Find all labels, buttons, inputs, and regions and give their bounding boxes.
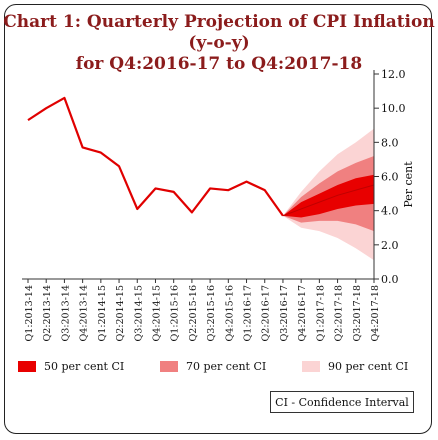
x-tick-label: Q3:2015-16 — [206, 285, 217, 342]
legend-label-ci70: 70 per cent CI — [186, 360, 267, 373]
chart-title-line1: Chart 1: Quarterly Projection of CPI Inf… — [3, 12, 435, 53]
cpi-actual-line — [27, 96, 284, 217]
y-tick-label: 12.0 — [381, 68, 406, 81]
legend-label-ci50: 50 per cent CI — [44, 360, 125, 373]
x-tick-label: Q4:2017-18 — [370, 285, 381, 342]
x-tick-label: Q1:2015-16 — [170, 285, 181, 342]
y-tick-label: 2.0 — [381, 239, 399, 252]
x-tick-label: Q4:2013-14 — [79, 285, 90, 342]
x-tick-label: Q1:2013-14 — [24, 285, 35, 342]
legend-item-ci70: 70 per cent CI — [160, 360, 266, 373]
legend-item-ci90: 90 per cent CI — [302, 360, 408, 373]
x-tick-label: Q1:2016-17 — [243, 285, 254, 342]
x-tick-label: Q4:2014-15 — [151, 285, 162, 342]
y-tick-label: 8.0 — [381, 136, 399, 149]
x-tick-label: Q2:2015-16 — [188, 285, 199, 342]
legend-item-ci50: 50 per cent CI — [18, 360, 124, 373]
legend-swatch-ci50 — [18, 361, 36, 372]
ci-note: CI - Confidence Interval — [270, 391, 414, 413]
chart-title-line2: for Q4:2016-17 to Q4:2017-18 — [75, 54, 363, 74]
x-tick-label: Q2:2016-17 — [261, 285, 272, 342]
y-axis-title: Per cent — [402, 161, 415, 208]
x-tick-label: Q4:2015-16 — [224, 285, 235, 342]
cpi-projection-centre-line — [282, 184, 375, 217]
chart-title: Chart 1: Quarterly Projection of CPI Inf… — [0, 12, 438, 75]
y-tick-label: 4.0 — [381, 205, 399, 218]
y-tick-label: 6.0 — [381, 171, 399, 184]
x-tick-label: Q2:2013-14 — [42, 285, 53, 342]
x-tick-label: Q3:2017-18 — [352, 285, 363, 342]
y-tick-label: 0.0 — [381, 273, 399, 286]
x-tick-label: Q3:2016-17 — [279, 285, 290, 342]
x-tick-label: Q1:2017-18 — [315, 285, 326, 342]
x-tick-label: Q3:2013-14 — [60, 285, 71, 342]
x-tick-label: Q2:2014-15 — [115, 285, 126, 342]
legend-swatch-ci90 — [302, 361, 320, 372]
y-tick-label: 10.0 — [381, 102, 406, 115]
legend-label-ci90: 90 per cent CI — [328, 360, 409, 373]
x-tick-label: Q2:2017-18 — [334, 285, 345, 342]
legend-swatch-ci70 — [160, 361, 178, 372]
x-tick-label: Q1:2014-15 — [97, 285, 108, 342]
x-tick-label: Q4:2016-17 — [297, 285, 308, 342]
chart-legend: 50 per cent CI 70 per cent CI 90 per cen… — [0, 360, 438, 380]
x-tick-label: Q3:2014-15 — [133, 285, 144, 342]
